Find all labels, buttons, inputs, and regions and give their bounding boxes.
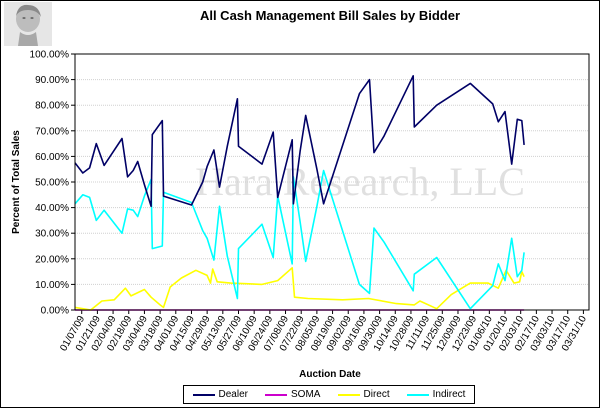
- x-axis-label: Auction Date: [299, 369, 361, 380]
- legend-swatch: [265, 393, 288, 396]
- y-tick-label: 60.00%: [35, 152, 69, 163]
- legend-swatch: [192, 393, 215, 396]
- legend-swatch: [337, 393, 360, 396]
- y-tick-label: 70.00%: [35, 126, 69, 137]
- legend-label: SOMA: [291, 389, 321, 400]
- statue-head-logo: [4, 2, 52, 46]
- y-tick-label: 30.00%: [35, 229, 69, 240]
- y-tick-label: 20.00%: [35, 254, 69, 265]
- y-tick-label: 90.00%: [35, 75, 69, 86]
- legend-item-dealer: Dealer: [192, 389, 248, 400]
- y-tick-label: 100.00%: [30, 50, 70, 61]
- chart-title: All Cash Management Bill Sales by Bidder: [199, 8, 461, 23]
- plot-area: [74, 53, 590, 311]
- legend-label: Direct: [363, 389, 390, 400]
- y-tick-label: 10.00%: [35, 280, 69, 291]
- legend-item-indirect: Indirect: [406, 389, 466, 400]
- x-tick-labels: 01/07/0901/21/0902/04/0902/18/0903/04/09…: [58, 310, 589, 353]
- y-tick-label: 50.00%: [35, 178, 69, 189]
- y-tick-label: 40.00%: [35, 203, 69, 214]
- y-tick-label: 0.00%: [41, 306, 69, 317]
- series-line-indirect: [74, 169, 525, 310]
- series-line-dealer: [74, 75, 525, 208]
- series-line-direct: [74, 266, 525, 311]
- legend-label: Indirect: [432, 389, 466, 400]
- legend-label: Dealer: [218, 389, 248, 400]
- legend-item-soma: SOMA: [265, 389, 320, 400]
- y-tick-label: 80.00%: [35, 101, 69, 112]
- y-axis-label: Percent of Total Sales: [11, 130, 22, 234]
- legend-swatch: [406, 393, 429, 396]
- y-tick-labels: 0.00% 10.00% 20.00% 30.00% 40.00% 50.00% 60.00…: [30, 50, 75, 317]
- legend-item-direct: Direct: [337, 389, 390, 400]
- legend: Dealer SOMA Direct Indirect: [183, 385, 475, 404]
